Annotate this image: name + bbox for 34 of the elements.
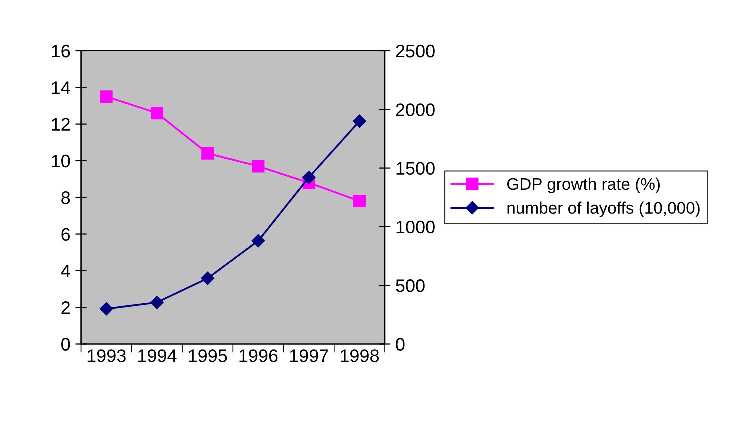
point bbox=[252, 160, 265, 173]
x-tick-label: 1997 bbox=[290, 350, 328, 362]
legend-label: GDP growth rate (%) bbox=[507, 178, 660, 194]
point bbox=[150, 107, 164, 120]
y2-tick-label: 2000 bbox=[396, 104, 435, 116]
y2-tick-label: 1500 bbox=[396, 162, 435, 176]
y2-tick-label: 1000 bbox=[396, 220, 435, 234]
x-tick-label: 1998 bbox=[341, 350, 380, 362]
y-tick-label: 0 bbox=[62, 338, 70, 351]
point bbox=[353, 114, 366, 128]
point bbox=[353, 195, 366, 208]
point bbox=[201, 272, 214, 286]
y-tick-label: 2 bbox=[62, 302, 70, 314]
y-tick-label: 10 bbox=[52, 154, 70, 168]
legend-label: number of layoffs (10,000) bbox=[508, 202, 700, 218]
point bbox=[100, 302, 114, 316]
y2-tick-label: 2500 bbox=[396, 44, 435, 58]
y-tick-label: 12 bbox=[52, 118, 70, 131]
y-tick-label: 4 bbox=[61, 265, 70, 278]
x-tick-label: 1996 bbox=[240, 350, 278, 362]
y-tick-label: 16 bbox=[52, 44, 70, 58]
point bbox=[252, 234, 266, 248]
y2-tick-label: 0 bbox=[396, 338, 405, 351]
y-tick-label: 14 bbox=[52, 82, 70, 94]
y-tick-label: 6 bbox=[62, 228, 70, 241]
y2-tick-label: 500 bbox=[396, 280, 425, 292]
point bbox=[302, 171, 316, 184]
point bbox=[150, 296, 164, 310]
point bbox=[202, 147, 214, 160]
x-tick-label: 1995 bbox=[189, 350, 228, 362]
y-tick-label: 8 bbox=[62, 192, 70, 204]
x-tick-label: 1994 bbox=[138, 350, 177, 362]
point bbox=[100, 90, 113, 104]
x-tick-label: 1993 bbox=[88, 350, 126, 362]
